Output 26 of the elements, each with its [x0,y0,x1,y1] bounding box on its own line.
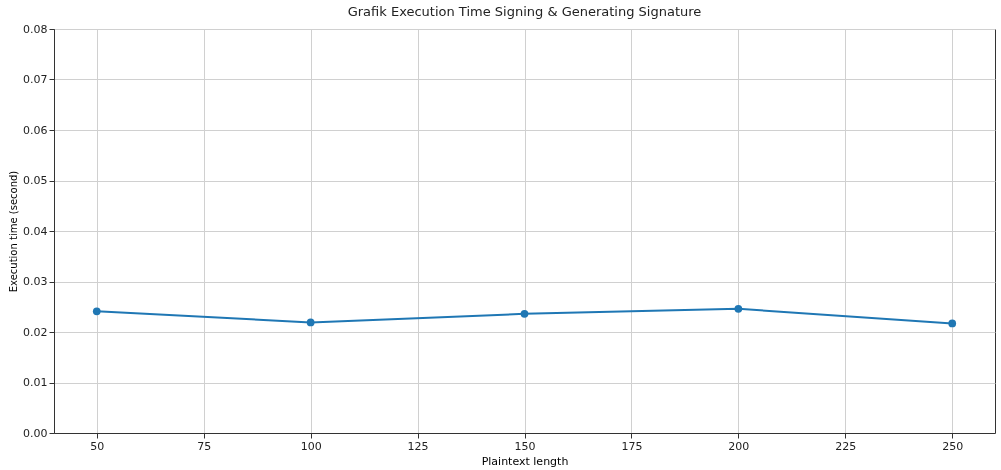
y-tick-label: 0.08 [23,22,48,36]
y-tick-label: 0.07 [23,73,48,86]
y-tick-label: 0.04 [23,224,48,238]
y-tick-label: 0.06 [23,123,48,137]
x-tick-label: 75 [197,439,212,453]
point [92,307,101,316]
point [520,309,529,318]
x-tick-label: 125 [407,439,429,453]
point [306,318,315,327]
y-tick-label: 0.00 [23,426,48,440]
y-tick-label: 0.01 [23,376,48,389]
x-tick-label: 50 [90,439,105,453]
y-tick-label: 0.02 [23,325,48,339]
point [734,304,743,313]
x-axis-title: Plaintext length [481,454,569,468]
x-tick-label: 150 [514,439,536,453]
x-tick-label: 175 [621,439,643,453]
y-tick-label: 0.03 [23,275,48,288]
chart-title: Grafik Execution Time Signing & Generating Signature [347,4,702,19]
y-axis-title: Execution time (second) [8,170,20,293]
x-tick-label: 225 [835,439,857,453]
x-tick-label: 100 [300,439,322,453]
x-tick-label: 200 [728,439,750,453]
x-tick-label: 250 [942,439,964,453]
point [948,319,957,328]
y-tick-label: 0.05 [23,174,48,187]
